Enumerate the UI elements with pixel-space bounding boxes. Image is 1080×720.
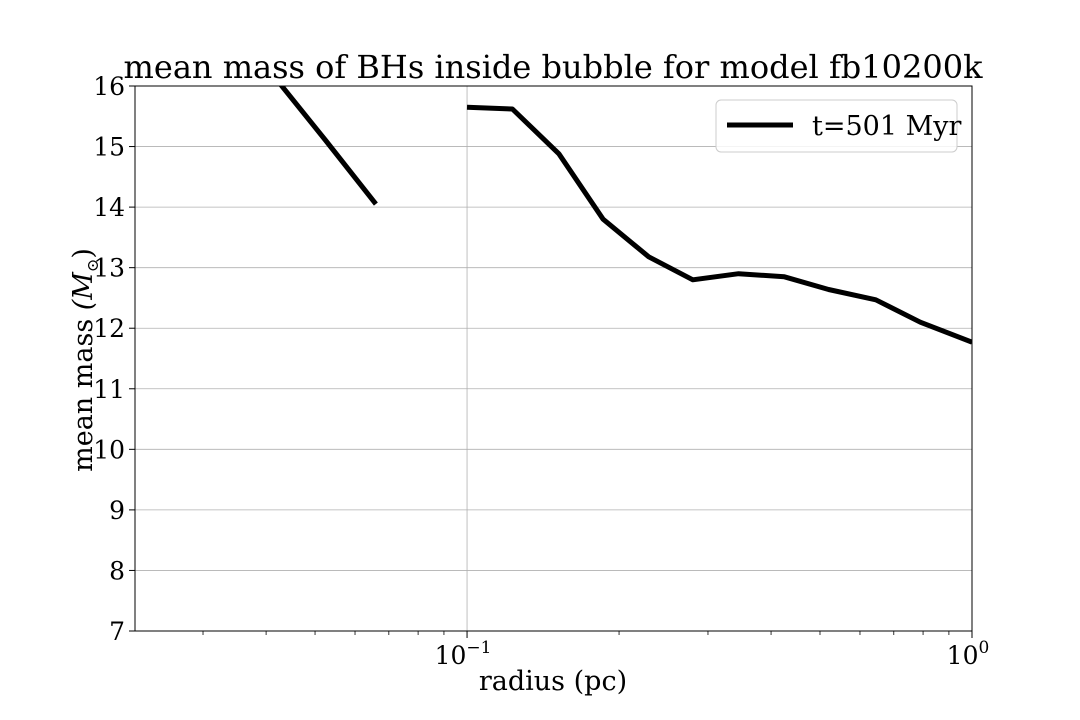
y-axis-unit: (M xyxy=(68,271,99,311)
y-tick-label: 10 xyxy=(93,435,125,464)
grid-lines xyxy=(135,85,973,632)
x-tick-label: 10−1 xyxy=(435,638,492,670)
y-tick-label: 16 xyxy=(93,72,125,101)
legend-label: t=501 Myr xyxy=(812,111,961,142)
x-tick-base: 10 xyxy=(435,641,467,670)
legend: t=501 Myr xyxy=(715,99,961,153)
series-line xyxy=(466,104,972,345)
y-tick-label: 12 xyxy=(93,314,125,343)
series-line xyxy=(278,86,378,206)
y-tick-label: 13 xyxy=(93,254,125,283)
x-tick-exponent: 0 xyxy=(978,638,989,658)
y-axis-label-text: mean mass xyxy=(68,319,99,472)
y-tick-label: 15 xyxy=(93,133,125,162)
plot-frame xyxy=(134,85,973,632)
y-tick-label: 7 xyxy=(109,617,125,646)
y-axis: 7 8 9 10 11 12 13 14 15 16 xyxy=(93,72,135,646)
y-axis-label: mean mass (M⊙) xyxy=(68,248,102,472)
chart-title: mean mass of BHs inside bubble for model… xyxy=(124,48,984,86)
x-tick-base: 10 xyxy=(947,641,979,670)
y-tick-label: 14 xyxy=(93,193,125,222)
y-axis-unit-sub: ⊙ xyxy=(83,259,102,272)
x-tick-exponent: −1 xyxy=(466,638,491,658)
x-axis: 10−1 100 xyxy=(202,631,990,670)
y-tick-label: 11 xyxy=(93,375,125,404)
y-axis-unit-close: ) xyxy=(68,248,99,259)
x-tick-label: 100 xyxy=(947,638,990,670)
y-tick-label: 9 xyxy=(109,496,125,525)
y-tick-label: 8 xyxy=(109,556,125,585)
series-layer xyxy=(278,86,972,345)
legend-frame xyxy=(715,99,958,153)
x-axis-label: radius (pc) xyxy=(479,666,627,697)
